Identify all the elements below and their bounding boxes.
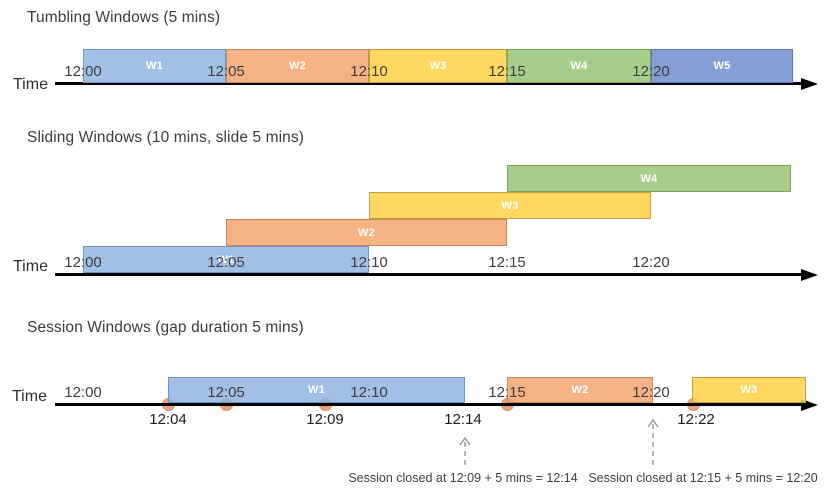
tick-label: 12:15 — [488, 63, 526, 80]
event-time-label: 12:04 — [149, 411, 187, 428]
session-closed-annotation: Session closed at 12:09 + 5 mins = 12:14 — [348, 471, 578, 485]
window-label: W3 — [501, 199, 519, 212]
tick-label: 12:10 — [350, 254, 388, 271]
window-w3-session: W3 — [692, 377, 806, 403]
tick-label: 12:10 — [350, 384, 388, 401]
window-label: W1 — [217, 253, 235, 266]
tick-label: 12:15 — [488, 254, 526, 271]
section-title-session: Session Windows (gap duration 5 mins) — [27, 319, 304, 336]
event-time-label: 12:09 — [306, 411, 344, 428]
callout-up-arrow-icon — [647, 419, 659, 467]
window-label: W2 — [357, 226, 376, 239]
window-label: W3 — [740, 384, 758, 396]
time-axis-label-tumbling: Time — [13, 76, 48, 93]
window-w1-session: W1 — [168, 377, 465, 403]
tick-label: 12:00 — [64, 384, 102, 401]
window-w2-sliding: W2 — [226, 219, 507, 246]
tick-label: 12:05 — [207, 384, 245, 401]
event-time-label: 12:22 — [677, 411, 715, 428]
window-w2-tumbling: W2 — [226, 49, 369, 83]
callout-up-arrow-icon — [459, 437, 471, 467]
window-label: W5 — [713, 60, 731, 72]
tick-label: 12:15 — [488, 384, 526, 401]
section-title-sliding: Sliding Windows (10 mins, slide 5 mins) — [27, 129, 304, 146]
tick-label: 12:20 — [632, 384, 670, 401]
window-label: W4 — [640, 172, 658, 185]
tick-label: 12:00 — [64, 254, 102, 271]
section-title-tumbling: Tumbling Windows (5 mins) — [27, 9, 221, 26]
window-w2-session: W2 — [507, 377, 653, 403]
time-axis-label-session: Time — [12, 388, 47, 405]
window-label: W4 — [570, 60, 588, 72]
session-closed-annotation: Session closed at 12:15 + 5 mins = 12:20 — [588, 471, 818, 485]
window-label: W1 — [145, 60, 164, 72]
event-time-label: 12:14 — [444, 411, 482, 428]
time-axis-arrowhead-icon — [801, 268, 818, 281]
time-axis-line — [55, 82, 801, 85]
tick-label: 12:20 — [632, 254, 670, 271]
window-w1-sliding: W1 — [83, 246, 369, 273]
time-axis-arrowhead-icon — [801, 77, 818, 90]
tick-label: 12:20 — [632, 63, 670, 80]
time-axis-line — [55, 403, 801, 406]
window-label: W1 — [307, 384, 326, 396]
tick-label: 12:10 — [350, 63, 388, 80]
time-axis-line — [55, 273, 801, 276]
window-w5-tumbling: W5 — [651, 49, 793, 83]
tick-label: 12:05 — [207, 254, 245, 271]
window-w4-sliding: W4 — [507, 165, 791, 192]
window-label: W3 — [429, 60, 447, 72]
window-w3-tumbling: W3 — [369, 49, 507, 83]
window-label: W2 — [288, 60, 307, 72]
time-axis-label-sliding: Time — [13, 258, 48, 275]
window-w3-sliding: W3 — [369, 192, 651, 219]
tick-label: 12:00 — [64, 63, 102, 80]
window-w4-tumbling: W4 — [507, 49, 651, 83]
window-w1-tumbling: W1 — [83, 49, 226, 83]
window-label: W2 — [571, 384, 589, 396]
tick-label: 12:05 — [207, 63, 245, 80]
